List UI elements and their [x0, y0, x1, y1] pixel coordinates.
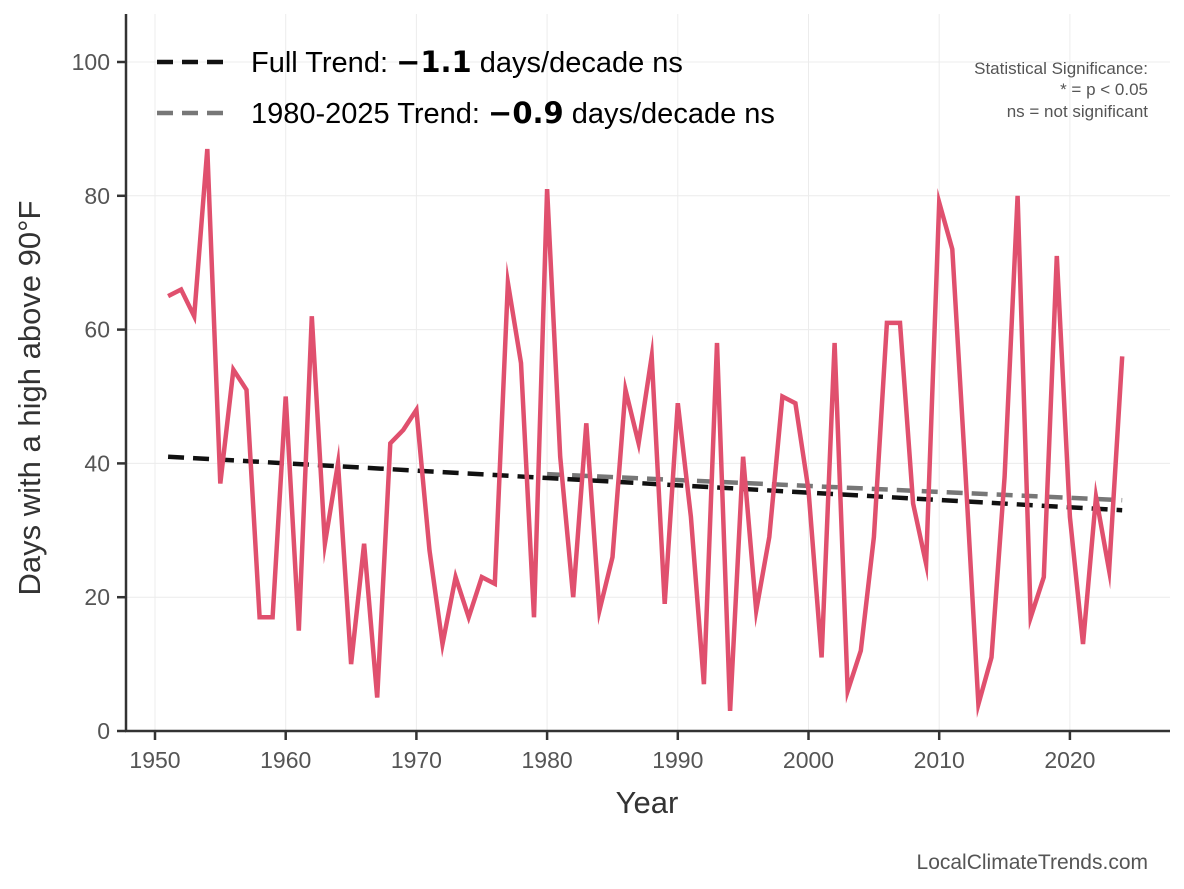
- y-tick-label: 80: [84, 183, 110, 209]
- significance-title: Statistical Significance:: [974, 59, 1148, 78]
- x-tick-label: 1990: [652, 747, 703, 773]
- y-tick-label: 60: [84, 317, 110, 343]
- credit: LocalClimateTrends.com: [917, 851, 1148, 874]
- legend: Full Trend: −1.1 days/decade ns 1980-202…: [157, 45, 775, 130]
- x-tick-label: 2020: [1044, 747, 1095, 773]
- x-tick-label: 1950: [129, 747, 180, 773]
- y-tick-label: 20: [84, 584, 110, 610]
- x-tick-label: 1970: [391, 747, 442, 773]
- x-tick-label: 1980: [522, 747, 573, 773]
- trend-line-1980-2025-trend: [546, 471, 1123, 503]
- y-tick-label: 40: [84, 450, 110, 476]
- x-ticks: 1950 1960 1970 1980 1990 2000 2010 2020: [129, 731, 1095, 773]
- axes: [124, 14, 1170, 733]
- x-tick-label: 2010: [914, 747, 965, 773]
- significance-note: Statistical Significance: * = p < 0.05 n…: [974, 59, 1148, 121]
- trend-lines: [167, 454, 1123, 513]
- series: [167, 148, 1125, 718]
- x-axis-label: Year: [616, 785, 679, 820]
- legend-label-full-trend: Full Trend: −1.1 days/decade ns: [251, 45, 683, 79]
- y-tick-label: 100: [72, 49, 110, 75]
- legend-label-1980-trend: 1980-2025 Trend: −0.9 days/decade ns: [251, 96, 775, 130]
- x-tick-label: 1960: [260, 747, 311, 773]
- x-tick-label: 2000: [783, 747, 834, 773]
- series-line: [167, 148, 1125, 718]
- y-axis-label: Days with a high above 90°F: [12, 201, 47, 596]
- significance-ns: ns = not significant: [1007, 102, 1149, 121]
- y-ticks: 0 20 40 60 80 100: [72, 49, 126, 744]
- y-tick-label: 0: [97, 718, 110, 744]
- significance-star: * = p < 0.05: [1060, 80, 1148, 99]
- trend-line-full-trend: [167, 454, 1123, 513]
